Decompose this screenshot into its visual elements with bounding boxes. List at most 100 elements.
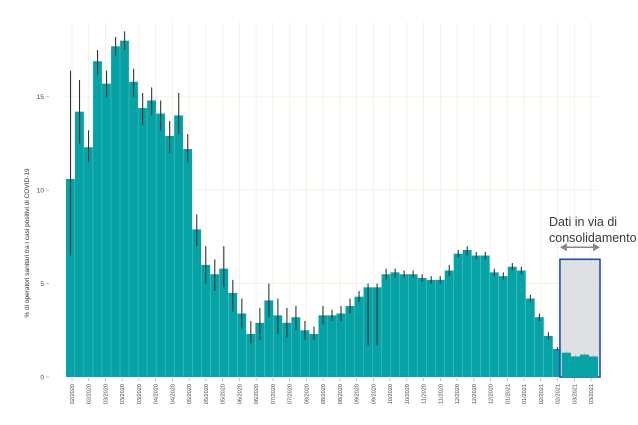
bar-highlighted <box>570 356 580 377</box>
x-tick-label: 08/2020 <box>304 384 310 404</box>
y-tick-label: 10 <box>37 188 45 195</box>
bar <box>102 83 112 377</box>
bar <box>75 111 85 378</box>
x-tick-label: 03/2020 <box>137 384 143 404</box>
bar <box>228 292 238 377</box>
bar <box>543 335 553 377</box>
bar <box>444 270 454 377</box>
bar <box>489 272 499 377</box>
x-tick-label: 03/2020 <box>120 384 126 404</box>
bar <box>120 40 130 378</box>
x-tick-label: 12/2020 <box>472 384 478 404</box>
bar <box>417 277 427 377</box>
bar <box>192 229 202 377</box>
y-tick-label: 0 <box>40 375 44 382</box>
x-tick-label: 11/2020 <box>422 384 428 404</box>
x-tick-label: 10/2020 <box>405 384 411 404</box>
x-tick-label: 02/2021 <box>539 384 545 404</box>
bar <box>165 135 175 377</box>
bar <box>408 274 418 377</box>
y-axis-label: % di operatori sanitari tra i casi posit… <box>24 168 31 318</box>
bar <box>309 334 319 377</box>
bar <box>255 322 265 377</box>
bar <box>273 315 283 377</box>
bar <box>183 149 193 377</box>
x-tick-label: 03/2021 <box>589 384 595 404</box>
bar <box>282 322 292 377</box>
bar <box>435 279 445 377</box>
annotation-line-1: Dati in via di <box>549 215 618 229</box>
error-bars <box>69 31 595 359</box>
bar <box>462 249 472 377</box>
y-axis-ticks: 0 5 10 15 <box>37 94 49 382</box>
bar <box>318 315 328 377</box>
x-tick-label: 09/2020 <box>371 384 377 404</box>
bar <box>246 334 256 377</box>
bar <box>534 317 544 377</box>
x-tick-label: 02/2020 <box>87 384 93 404</box>
bar <box>516 270 526 377</box>
bar <box>129 81 139 377</box>
x-tick-label: 12/2020 <box>455 384 461 404</box>
x-tick-label: 06/2020 <box>237 384 243 404</box>
bar <box>291 317 301 377</box>
bar <box>381 274 391 377</box>
x-tick-label: 08/2020 <box>338 384 344 404</box>
bar <box>498 276 508 377</box>
x-tick-label: 02/2021 <box>556 384 562 404</box>
bar <box>84 147 94 377</box>
bar <box>156 113 166 377</box>
highlight-box <box>559 243 601 378</box>
bar <box>345 306 355 377</box>
bar <box>525 298 535 377</box>
x-tick-label: 11/2020 <box>438 384 444 404</box>
bar <box>453 253 463 377</box>
x-tick-label: 07/2020 <box>288 384 294 404</box>
bar <box>354 296 364 377</box>
x-tick-label: 04/2020 <box>170 384 176 404</box>
bar <box>399 274 409 377</box>
x-tick-label: 05/2020 <box>221 384 227 404</box>
x-tick-label: 10/2020 <box>388 384 394 404</box>
double-arrow-icon <box>559 243 600 252</box>
x-tick-label: 04/2020 <box>154 384 160 404</box>
bar <box>336 313 346 377</box>
bar <box>237 313 247 377</box>
x-axis-ticks: 02/2020 02/2020 03/2020 03/2020 03/2020 04/20… <box>70 378 595 404</box>
x-tick-label: 07/2020 <box>271 384 277 404</box>
bar <box>471 255 481 377</box>
x-tick-label: 02/2020 <box>70 384 76 404</box>
bar <box>210 274 220 377</box>
bar <box>300 330 310 377</box>
bar <box>111 46 121 377</box>
x-tick-label: 12/2020 <box>489 384 495 404</box>
bar <box>66 178 76 377</box>
bar-highlighted <box>579 354 589 377</box>
x-tick-label: 05/2020 <box>187 384 193 404</box>
x-tick-label: 01/2021 <box>505 384 511 404</box>
bar <box>327 315 337 377</box>
bar <box>426 279 436 377</box>
bar <box>264 300 274 377</box>
bars <box>66 40 598 378</box>
x-tick-label: 03/2021 <box>572 384 578 404</box>
bar-highlighted <box>588 356 598 377</box>
bar <box>390 272 400 377</box>
x-tick-label: 08/2020 <box>321 384 327 404</box>
x-tick-label: 06/2020 <box>254 384 260 404</box>
x-tick-label: 05/2020 <box>204 384 210 404</box>
bar <box>147 100 157 377</box>
bar <box>219 268 229 377</box>
x-tick-label: 03/2020 <box>103 384 109 404</box>
x-tick-label: 01/2021 <box>522 384 528 404</box>
bar <box>480 255 490 377</box>
x-tick-label: 09/2020 <box>355 384 361 404</box>
annotation: Dati in via di consolidamento <box>549 214 637 246</box>
annotation-line-2: consolidamento <box>549 231 637 245</box>
bar-highlighted <box>561 352 571 377</box>
bar <box>201 264 211 377</box>
bar <box>507 266 517 377</box>
bar <box>138 107 148 378</box>
y-tick-label: 15 <box>37 94 45 101</box>
